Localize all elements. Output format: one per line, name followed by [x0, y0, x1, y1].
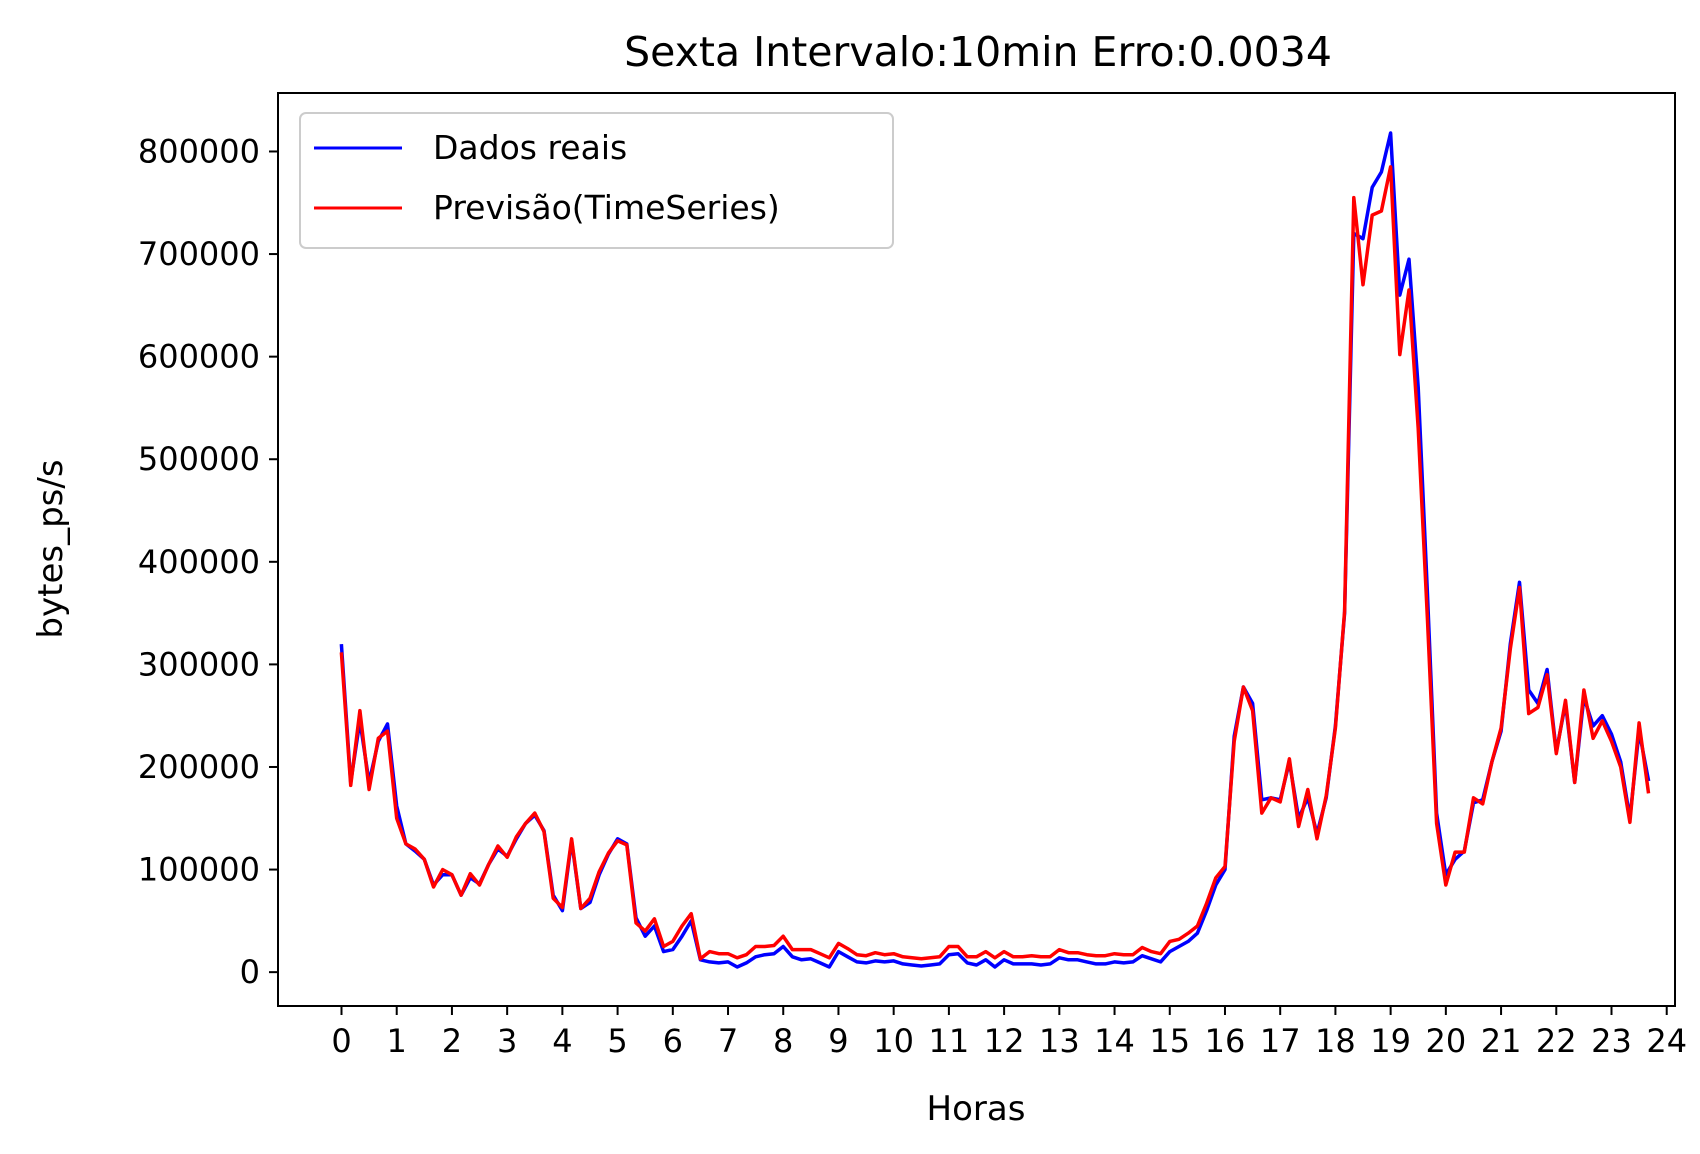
y-tick-label: 0: [240, 953, 260, 991]
x-tick-label: 13: [1039, 1022, 1080, 1060]
y-tick-label: 400000: [138, 543, 260, 581]
y-tick-label: 600000: [138, 338, 260, 376]
y-tick-label: 700000: [138, 235, 260, 273]
x-tick-label: 5: [607, 1022, 627, 1060]
x-axis: 0 1 2 3 4 5 6 7 8 9 10 11 12 13 14 15 16 17 18 19 20 21 22 23 24: [331, 1006, 1687, 1060]
legend-label-dados-reais: Dados reais: [433, 128, 627, 167]
x-tick-label: 2: [442, 1022, 462, 1060]
chart-title: Sexta Intervalo:10min Erro:0.0034: [624, 28, 1332, 76]
legend: Dados reais Previsão(TimeSeries): [299, 112, 894, 249]
y-tick-label: 800000: [138, 132, 260, 170]
y-tick-label: 300000: [138, 645, 260, 683]
x-axis-label: Horas: [927, 1089, 1026, 1129]
x-tick-label: 4: [552, 1022, 572, 1060]
series-line-1: [339, 165, 1651, 961]
x-tick-label: 22: [1536, 1022, 1577, 1060]
x-tick-label: 8: [773, 1022, 793, 1060]
x-tick-label: 20: [1425, 1022, 1466, 1060]
x-tick-label: 9: [828, 1022, 848, 1060]
y-tick-label: 200000: [138, 748, 260, 786]
legend-box: [299, 112, 894, 249]
series-layer: [339, 131, 1651, 969]
x-tick-label: 10: [873, 1022, 914, 1060]
x-tick-label: 21: [1481, 1022, 1522, 1060]
y-axis: 0 100000 200000 300000 400000 500000 600000 700…: [138, 132, 278, 991]
x-tick-label: 11: [929, 1022, 970, 1060]
y-tick-label: 500000: [138, 440, 260, 478]
x-tick-label: 24: [1646, 1022, 1687, 1060]
x-tick-label: 23: [1591, 1022, 1632, 1060]
x-tick-label: 7: [718, 1022, 738, 1060]
x-tick-label: 19: [1370, 1022, 1411, 1060]
x-tick-label: 3: [497, 1022, 517, 1060]
x-tick-label: 17: [1260, 1022, 1301, 1060]
x-tick-label: 1: [387, 1022, 407, 1060]
x-tick-label: 12: [984, 1022, 1025, 1060]
x-tick-label: 16: [1205, 1022, 1246, 1060]
x-tick-label: 0: [331, 1022, 351, 1060]
x-tick-label: 15: [1149, 1022, 1190, 1060]
legend-label-previsao: Previsão(TimeSeries): [433, 188, 780, 227]
x-tick-label: 18: [1315, 1022, 1356, 1060]
plot-frame: [277, 92, 1676, 1007]
x-tick-label: 6: [663, 1022, 683, 1060]
y-tick-label: 100000: [138, 851, 260, 889]
x-tick-label: 14: [1094, 1022, 1135, 1060]
y-axis-label: bytes_ps/s: [31, 459, 71, 638]
